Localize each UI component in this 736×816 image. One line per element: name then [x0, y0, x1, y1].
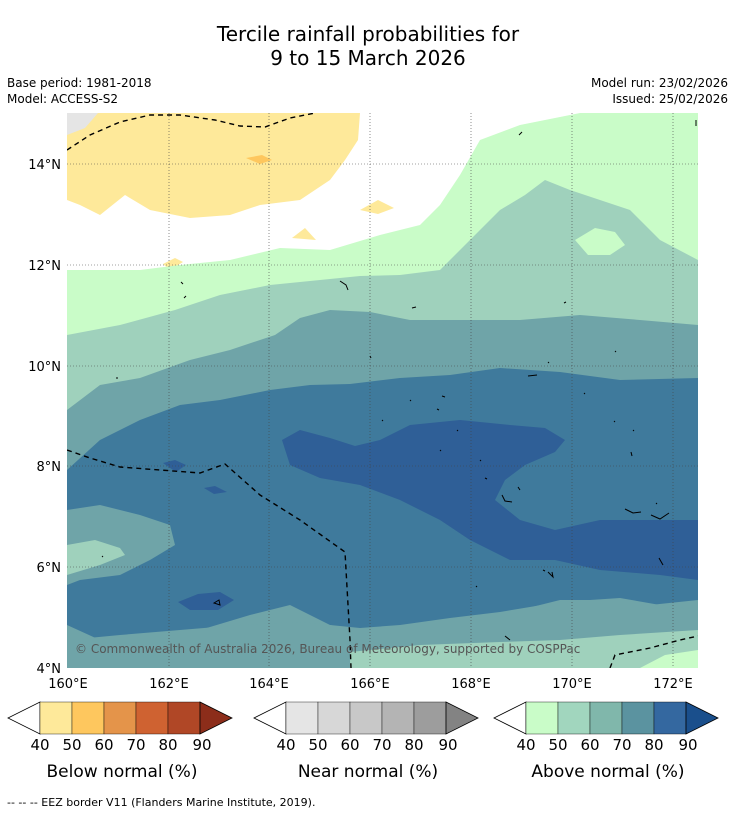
cbar-swatch — [167, 701, 201, 735]
lon-label: 162°E — [149, 677, 189, 692]
colorbar-below: 40 50 60 70 80 90 — [7, 701, 233, 750]
cbar-tick: 40 — [30, 736, 49, 750]
field-below-50-c — [292, 228, 316, 240]
lat-labels: 14°N 12°N 10°N 8°N 6°N 4°N — [28, 158, 61, 677]
field-below-50 — [67, 113, 360, 218]
gridlines — [67, 113, 698, 668]
cbar-tick: 50 — [308, 736, 327, 750]
cbar-swatch — [381, 701, 415, 735]
cbar-tick: 60 — [340, 736, 359, 750]
cbar-swatch — [135, 701, 169, 735]
lat-label: 4°N — [37, 662, 62, 677]
colorbar-near-label: Near normal (%) — [297, 762, 439, 782]
cbar-tick: 70 — [126, 736, 145, 750]
base-period: Base period: 1981-2018 — [7, 76, 152, 90]
lat-label: 14°N — [28, 158, 61, 173]
eez-footer: -- -- -- EEZ border V11 (Flanders Marine… — [7, 796, 316, 809]
cbar-tick: 50 — [62, 736, 81, 750]
issued-date: Issued: 25/02/2026 — [612, 92, 728, 106]
cbar-tick: 80 — [404, 736, 423, 750]
field-above-90-b — [163, 460, 186, 472]
cbar-extend-low — [493, 701, 527, 735]
cbar-swatch — [285, 701, 319, 735]
cbar-swatch — [557, 701, 591, 735]
cbar-swatch — [71, 701, 105, 735]
islands — [101, 120, 697, 641]
cbar-tick: 90 — [192, 736, 211, 750]
cbar-swatch — [349, 701, 383, 735]
field-above-50-bottom — [640, 650, 698, 668]
field-above-60-bottom — [350, 630, 698, 668]
cbar-tick: 40 — [516, 736, 535, 750]
lat-label: 10°N — [28, 360, 61, 375]
cbar-tick: 90 — [678, 736, 697, 750]
cbar-tick: 60 — [580, 736, 599, 750]
cbar-tick: 40 — [276, 736, 295, 750]
copyright-text: © Commonwealth of Australia 2026, Bureau… — [75, 642, 580, 656]
lon-label: 168°E — [451, 677, 491, 692]
lon-label: 172°E — [653, 677, 693, 692]
field-near-40 — [67, 113, 98, 135]
cbar-swatch — [653, 701, 687, 735]
cbar-extend-high — [685, 701, 719, 735]
field-below-60-a — [246, 155, 272, 164]
cbar-swatch — [39, 701, 73, 735]
field-above-60-low — [67, 540, 125, 575]
meta-right: Model run: 23/02/2026 Issued: 25/02/2026 — [591, 75, 728, 107]
model-name: Model: ACCESS-S2 — [7, 92, 119, 106]
lon-label: 170°E — [552, 677, 592, 692]
title-line-2: 9 to 15 March 2026 — [270, 46, 466, 70]
lat-label: 8°N — [37, 460, 62, 475]
cbar-tick: 80 — [158, 736, 177, 750]
cbar-tick: 70 — [612, 736, 631, 750]
title-line-1: Tercile rainfall probabilities for — [216, 22, 520, 46]
lon-label: 164°E — [249, 677, 289, 692]
cbar-extend-low — [7, 701, 41, 735]
field-above-50-island — [575, 228, 625, 255]
cbar-tick: 80 — [644, 736, 663, 750]
cbar-swatch — [589, 701, 623, 735]
cbar-swatch — [525, 701, 559, 735]
field-below-50-b — [360, 200, 394, 214]
cbar-tick: 90 — [438, 736, 457, 750]
lat-label: 12°N — [28, 259, 61, 274]
rainfall-map: © Commonwealth of Australia 2026, Bureau… — [28, 113, 698, 692]
colorbar-near: 40 50 60 70 80 90 — [253, 701, 479, 750]
lon-label: 160°E — [48, 677, 88, 692]
cbar-extend-low — [253, 701, 287, 735]
cbar-extend-high — [199, 701, 233, 735]
model-run: Model run: 23/02/2026 — [590, 76, 728, 90]
cbar-tick: 70 — [372, 736, 391, 750]
eez-borders — [67, 113, 698, 668]
cbar-swatch — [621, 701, 655, 735]
meta-left: Base period: 1981-2018 Model: ACCESS-S2 — [7, 75, 152, 107]
colorbar-above: 40 50 60 70 80 90 — [493, 701, 719, 750]
lat-label: 6°N — [37, 561, 62, 576]
cbar-tick: 50 — [548, 736, 567, 750]
field-above-90 — [282, 420, 698, 580]
cbar-swatch — [103, 701, 137, 735]
probability-fields — [67, 113, 698, 668]
lon-label: 166°E — [350, 677, 390, 692]
colorbar-below-label: Below normal (%) — [46, 762, 198, 782]
cbar-swatch — [413, 701, 447, 735]
colorbar-above-label: Above normal (%) — [531, 762, 685, 782]
cbar-extend-high — [445, 701, 479, 735]
cbar-swatch — [317, 701, 351, 735]
lon-labels: 160°E 162°E 164°E 166°E 168°E 170°E 172°… — [48, 677, 693, 692]
map-title: Tercile rainfall probabilities for 9 to … — [0, 22, 736, 70]
field-above-90-c — [204, 486, 227, 494]
cbar-tick: 60 — [94, 736, 113, 750]
